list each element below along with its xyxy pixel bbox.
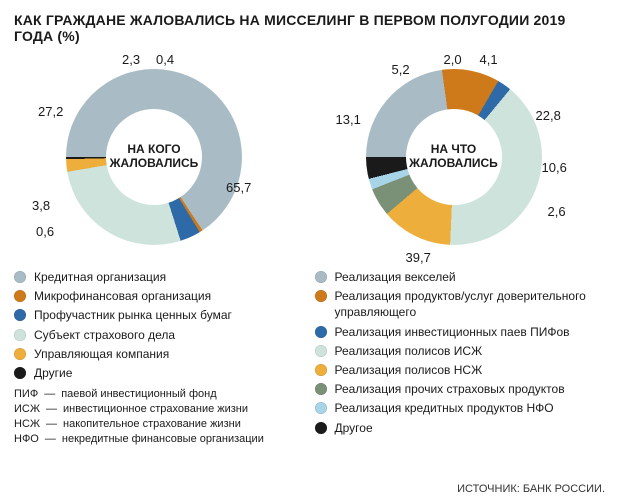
legend-label: Профучастник рынка ценных бумаг <box>34 307 232 323</box>
legend-label: Реализация полисов ИСЖ <box>335 343 483 359</box>
chart-left-col: НА КОГОЖАЛОВАЛИСЬ 65,7 0,6 3,8 27,2 2,3 0,4 <box>14 52 306 262</box>
legend-row: Кредитная организация Микрофинансовая орг… <box>14 266 605 447</box>
legend-swatch <box>315 422 327 434</box>
legend-item: Реализация продуктов/услуг доверительног… <box>315 288 606 320</box>
abbrev-sep: — <box>46 402 57 417</box>
charts-row: НА КОГОЖАЛОВАЛИСЬ 65,7 0,6 3,8 27,2 2,3 0,4 НА… <box>14 52 605 262</box>
legend-item: Управляющая компания <box>14 346 305 362</box>
legend-item: Другое <box>315 420 606 436</box>
data-label: 13,1 <box>336 112 361 127</box>
legend-swatch <box>315 383 327 395</box>
legend-label: Реализация продуктов/услуг доверительног… <box>335 288 606 320</box>
legend-swatch <box>315 271 327 283</box>
legend-label: Субъект страхового дела <box>34 327 175 343</box>
legend-label: Другие <box>34 365 72 381</box>
legend-item: Реализация кредитных продуктов НФО <box>315 400 606 416</box>
chart-title: КАК ГРАЖДАНЕ ЖАЛОВАЛИСЬ НА МИССЕЛИНГ В П… <box>14 12 605 44</box>
data-label: 0,4 <box>156 52 174 67</box>
legend-label: Реализация кредитных продуктов НФО <box>335 400 554 416</box>
data-label: 2,6 <box>548 204 566 219</box>
abbrev-key: НФО <box>14 432 39 447</box>
legend-label: Кредитная организация <box>34 269 166 285</box>
chart-right-col: НА ЧТОЖАЛОВАЛИСЬ 22,8 10,6 2,6 39,7 13,1 5,2 2,… <box>314 52 606 262</box>
legend-item: Реализация инвестиционных паев ПИФов <box>315 324 606 340</box>
data-label: 22,8 <box>536 108 561 123</box>
legend-label: Микрофинансовая организация <box>34 288 211 304</box>
legend-right: Реализация векселей Реализация продуктов/… <box>315 266 606 447</box>
legend-swatch <box>315 364 327 376</box>
legend-label: Реализация векселей <box>335 269 456 285</box>
source-label: ИСТОЧНИК: БАНК РОССИИ. <box>457 483 605 495</box>
abbrev-def: инвестиционное страхование жизни <box>63 402 248 417</box>
legend-item: Другие <box>14 365 305 381</box>
legend-item: Микрофинансовая организация <box>14 288 305 304</box>
abbrev-sep: — <box>45 432 56 447</box>
data-label: 65,7 <box>226 180 251 195</box>
legend-swatch <box>315 345 327 357</box>
data-label: 4,1 <box>480 52 498 67</box>
donut-left: НА КОГОЖАЛОВАЛИСЬ 65,7 0,6 3,8 27,2 2,3 0,4 <box>14 52 294 262</box>
legend-item: Реализация прочих страховых продуктов <box>315 381 606 397</box>
legend-swatch <box>14 367 26 379</box>
legend-item: Кредитная организация <box>14 269 305 285</box>
data-label: 10,6 <box>542 160 567 175</box>
infographic-root: КАК ГРАЖДАНЕ ЖАЛОВАЛИСЬ НА МИССЕЛИНГ В П… <box>0 0 619 501</box>
legend-swatch <box>315 290 327 302</box>
donut-center-label: НА КОГОЖАЛОВАЛИСЬ <box>106 109 202 205</box>
legend-item: Реализация полисов НСЖ <box>315 362 606 378</box>
legend-item: Субъект страхового дела <box>14 327 305 343</box>
abbrev-def: некредитные финансовые организации <box>62 432 264 447</box>
abbrev-row: НСЖ — накопительное страхование жизни <box>14 417 305 432</box>
abbrev-def: паевой инвестиционный фонд <box>61 387 216 402</box>
legend-item: Профучастник рынка ценных бумаг <box>14 307 305 323</box>
legend-label: Реализация прочих страховых продуктов <box>335 381 565 397</box>
data-label: 0,6 <box>36 224 54 239</box>
data-label: 2,3 <box>122 52 140 67</box>
data-label: 3,8 <box>32 198 50 213</box>
data-label: 39,7 <box>406 250 431 265</box>
abbrev-row: ИСЖ — инвестиционное страхование жизни <box>14 402 305 417</box>
legend-swatch <box>14 329 26 341</box>
abbreviations: ПИФ — паевой инвестиционный фонд ИСЖ — инвест… <box>14 387 305 446</box>
legend-swatch <box>315 402 327 414</box>
legend-item: Реализация полисов ИСЖ <box>315 343 606 359</box>
abbrev-row: НФО — некредитные финансовые организации <box>14 432 305 447</box>
abbrev-key: НСЖ <box>14 417 40 432</box>
legend-swatch <box>14 309 26 321</box>
legend-left: Кредитная организация Микрофинансовая орг… <box>14 266 305 447</box>
legend-swatch <box>315 326 327 338</box>
donut-center-label: НА ЧТОЖАЛОВАЛИСЬ <box>406 109 502 205</box>
legend-label: Реализация полисов НСЖ <box>335 362 483 378</box>
legend-label: Управляющая компания <box>34 346 169 362</box>
donut-right: НА ЧТОЖАЛОВАЛИСЬ 22,8 10,6 2,6 39,7 13,1 5,2 2,… <box>314 52 594 262</box>
abbrev-key: ПИФ <box>14 387 38 402</box>
abbrev-key: ИСЖ <box>14 402 40 417</box>
abbrev-sep: — <box>46 417 57 432</box>
legend-swatch <box>14 290 26 302</box>
data-label: 27,2 <box>38 104 63 119</box>
data-label: 5,2 <box>392 62 410 77</box>
data-label: 2,0 <box>444 52 462 67</box>
abbrev-def: накопительное страхование жизни <box>63 417 241 432</box>
legend-label: Другое <box>335 420 373 436</box>
legend-swatch <box>14 271 26 283</box>
legend-label: Реализация инвестиционных паев ПИФов <box>335 324 570 340</box>
abbrev-sep: — <box>44 387 55 402</box>
abbrev-row: ПИФ — паевой инвестиционный фонд <box>14 387 305 402</box>
legend-item: Реализация векселей <box>315 269 606 285</box>
legend-swatch <box>14 348 26 360</box>
